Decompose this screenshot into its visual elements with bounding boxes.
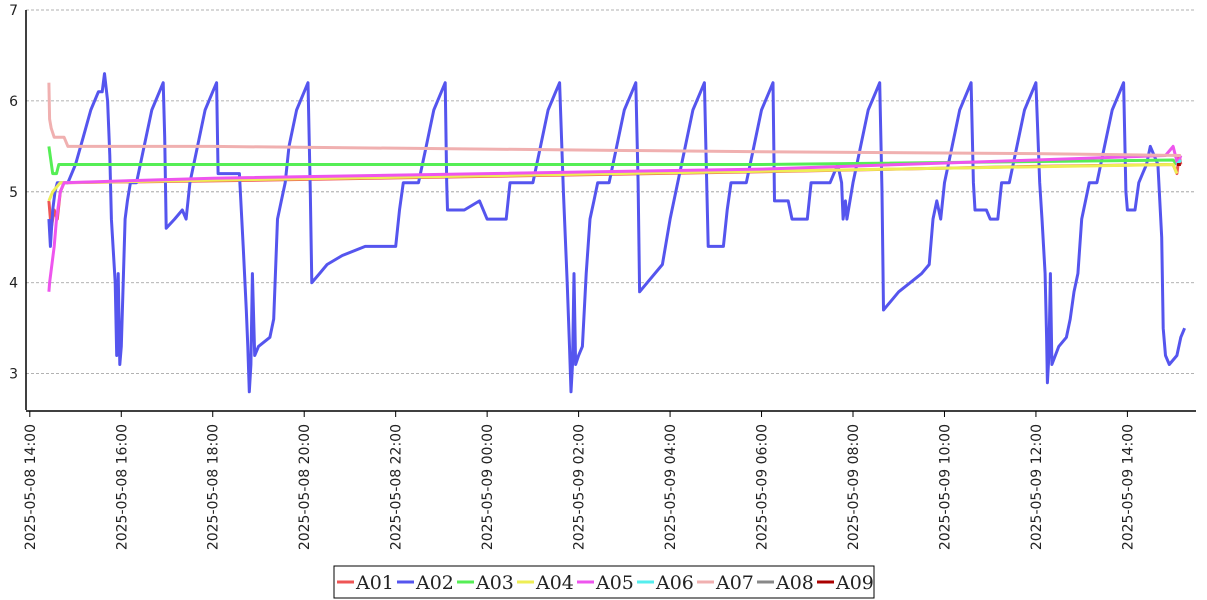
- y-tick-label-6: 6: [9, 94, 18, 110]
- x-tick-label-10: 2025-05-09 10:00: [937, 424, 953, 550]
- series-line-a02: [47, 72, 1186, 394]
- legend-label-a06: A06: [655, 572, 694, 594]
- series-line-a03: [47, 146, 1179, 176]
- x-tick-label-11: 2025-05-09 12:00: [1029, 424, 1045, 550]
- series-line-a07: [47, 82, 1181, 157]
- series-line-a04: [47, 163, 1179, 202]
- legend-label-a04: A04: [535, 572, 574, 594]
- legend-label-a09: A09: [835, 572, 874, 594]
- legend-label-a08: A08: [775, 572, 814, 594]
- legend-label-a03: A03: [475, 572, 514, 594]
- grid-lines: [26, 9, 1196, 375]
- axes: [25, 10, 1196, 412]
- x-tick-label-8: 2025-05-09 06:00: [755, 424, 771, 550]
- x-tick-label-5: 2025-05-09 00:00: [480, 424, 496, 550]
- y-axis-ticks: 3 4 5 6 7: [9, 3, 18, 383]
- series-lines: [47, 72, 1186, 394]
- x-axis-ticks: 2025-05-08 14:00 2025-05-08 16:00 2025-05-…: [23, 411, 1136, 550]
- x-tick-label-3: 2025-05-08 20:00: [297, 424, 313, 550]
- x-tick-label-2: 2025-05-08 18:00: [206, 424, 222, 550]
- y-tick-label-5: 5: [9, 185, 18, 201]
- x-tick-label-12: 2025-05-09 14:00: [1120, 424, 1136, 550]
- y-tick-label-7: 7: [9, 3, 18, 19]
- legend-label-a05: A05: [595, 572, 634, 594]
- legend-box: [333, 565, 875, 599]
- legend-label-a01: A01: [355, 572, 394, 594]
- y-tick-label-4: 4: [9, 276, 18, 292]
- x-tick-label-9: 2025-05-09 08:00: [846, 424, 862, 550]
- legend: A01 A02 A03 A04 A05 A06 A07 A08 A09: [333, 565, 875, 599]
- legend-label-a07: A07: [715, 572, 754, 594]
- series-line-a05: [47, 144, 1183, 292]
- x-tick-label-6: 2025-05-09 02:00: [572, 424, 588, 550]
- x-tick-label-1: 2025-05-08 16:00: [114, 424, 130, 550]
- x-tick-label-7: 2025-05-09 04:00: [663, 424, 679, 550]
- x-tick-label-0: 2025-05-08 14:00: [23, 424, 39, 550]
- y-tick-label-3: 3: [9, 367, 18, 383]
- x-tick-label-4: 2025-05-08 22:00: [389, 424, 405, 550]
- legend-label-a02: A02: [415, 572, 454, 594]
